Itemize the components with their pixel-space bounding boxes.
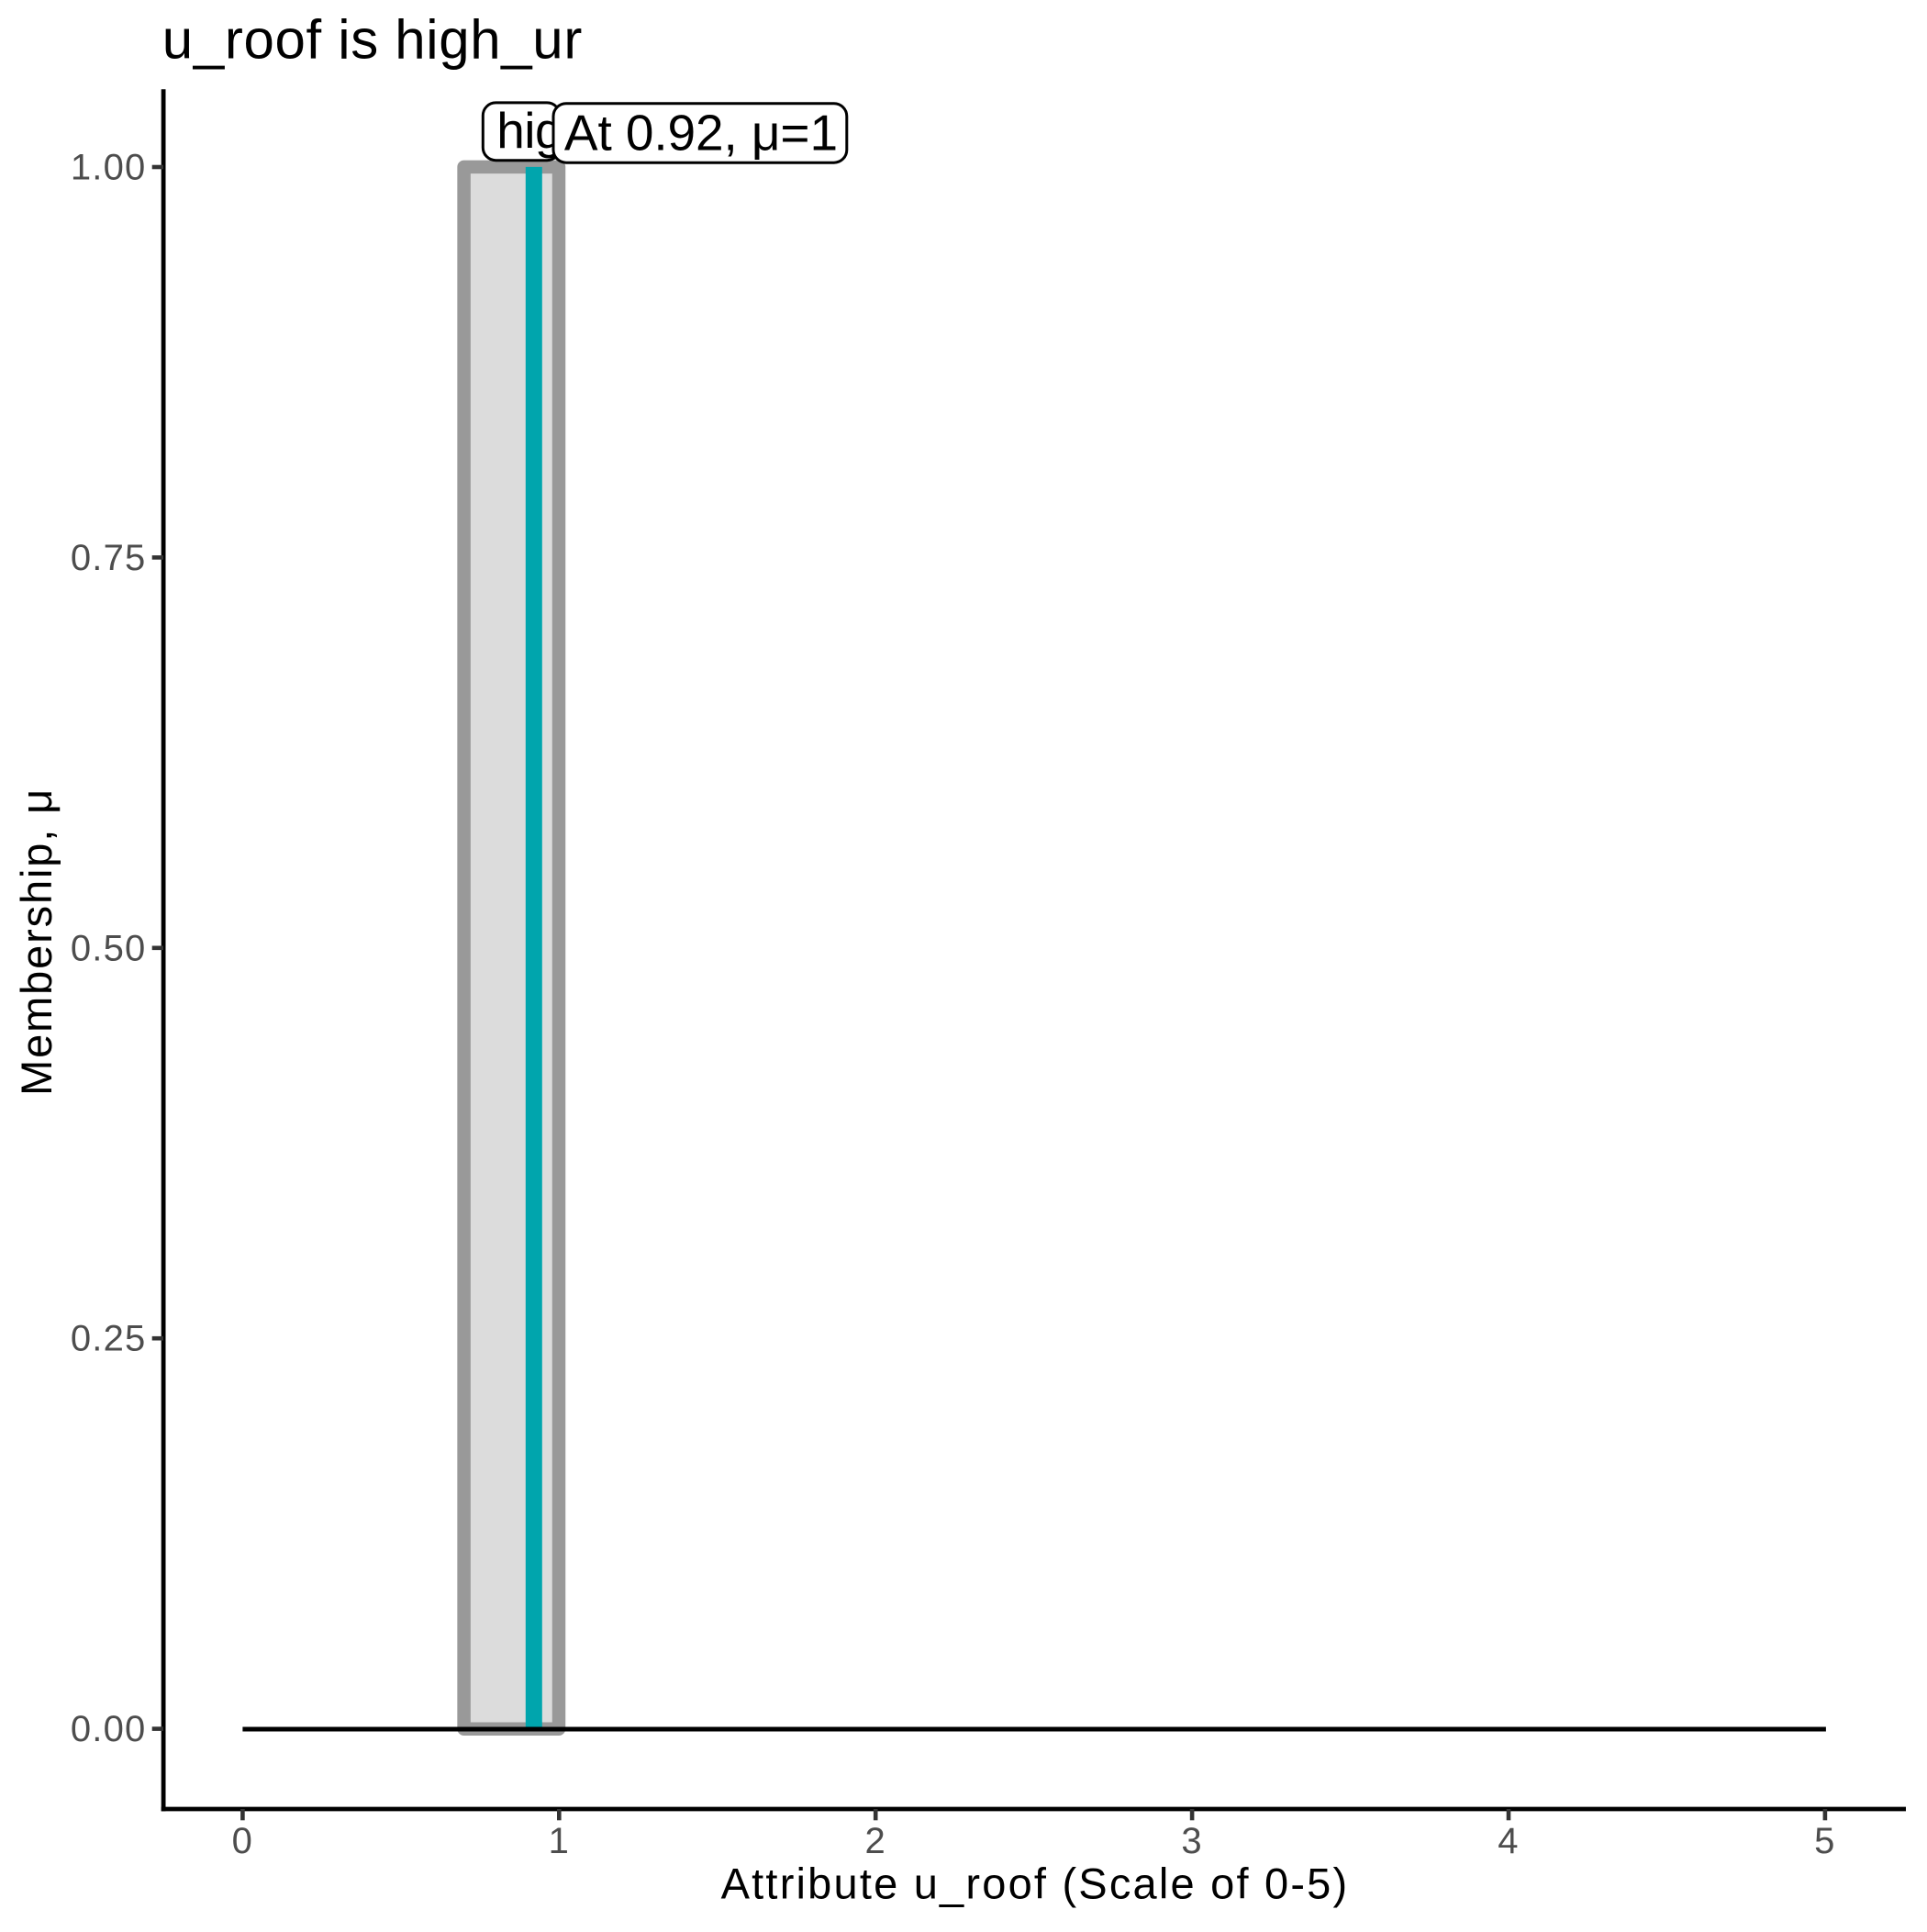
svg-text:2: 2 [864,1821,886,1861]
svg-text:1.00: 1.00 [71,148,147,188]
svg-text:3: 3 [1181,1821,1202,1861]
svg-text:0.50: 0.50 [71,928,147,968]
svg-text:Membership, μ: Membership, μ [12,787,61,1096]
svg-text:0.00: 0.00 [71,1709,147,1749]
svg-text:Attribute u_roof (Scale of 0-5: Attribute u_roof (Scale of 0-5) [721,1859,1350,1907]
svg-text:5: 5 [1814,1821,1835,1861]
svg-text:At 0.92, μ=1: At 0.92, μ=1 [564,104,838,161]
svg-text:1: 1 [549,1821,570,1861]
svg-text:4: 4 [1498,1821,1519,1861]
svg-text:0: 0 [232,1821,253,1861]
svg-text:0.75: 0.75 [71,538,147,578]
svg-text:u_roof is high_ur: u_roof is high_ur [162,9,583,71]
svg-text:0.25: 0.25 [71,1319,147,1359]
